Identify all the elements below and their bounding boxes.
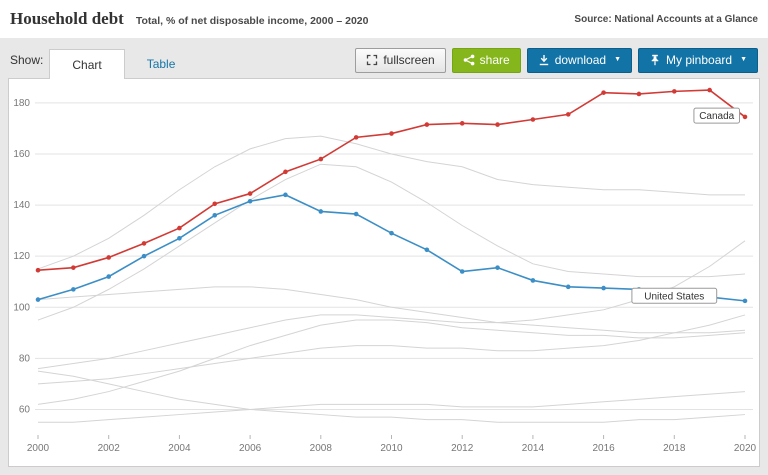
toolbar: Show: Chart Table fullscreen: [8, 46, 760, 79]
svg-text:2004: 2004: [168, 443, 191, 454]
tab-chart[interactable]: Chart: [49, 49, 125, 79]
chart-panel: 60 80 100 120 140 160 180 2000 2002 2004 2006 2008 2…: [8, 78, 760, 467]
svg-text:120: 120: [13, 251, 30, 262]
content-area: Show: Chart Table fullscreen: [0, 38, 768, 475]
svg-text:2012: 2012: [451, 443, 474, 454]
svg-text:2014: 2014: [522, 443, 545, 454]
household-debt-chart[interactable]: 60 80 100 120 140 160 180 2000 2002 2004 2006 2008 2…: [9, 79, 759, 465]
svg-text:2016: 2016: [592, 443, 615, 454]
download-label: download: [554, 53, 607, 67]
download-button[interactable]: download ▼: [526, 47, 633, 73]
pin-icon: [649, 54, 661, 66]
svg-text:United States: United States: [644, 291, 704, 302]
share-button[interactable]: share: [451, 47, 521, 73]
svg-text:100: 100: [13, 302, 30, 313]
page-subtitle: Total, % of net disposable income, 2000 …: [135, 15, 369, 27]
pinboard-button[interactable]: My pinboard ▼: [638, 47, 758, 73]
svg-text:2020: 2020: [734, 443, 757, 454]
svg-text:2006: 2006: [239, 443, 262, 454]
fullscreen-icon: [366, 54, 378, 66]
svg-text:140: 140: [13, 200, 30, 211]
svg-text:Canada: Canada: [699, 111, 734, 122]
show-label: Show:: [10, 53, 44, 67]
page-header: Household debt Total, % of net disposabl…: [0, 0, 768, 38]
source-label: Source: National Accounts at a Glance: [574, 13, 758, 25]
fullscreen-button[interactable]: fullscreen: [355, 47, 446, 73]
tab-table[interactable]: Table: [146, 57, 176, 71]
svg-text:160: 160: [13, 149, 30, 160]
svg-text:80: 80: [19, 353, 31, 364]
svg-text:2008: 2008: [310, 443, 333, 454]
share-icon: [463, 54, 475, 66]
pinboard-label: My pinboard: [666, 53, 733, 67]
download-icon: [538, 54, 550, 66]
page-title: Household debt: [10, 9, 124, 28]
svg-text:180: 180: [13, 98, 30, 109]
share-label: share: [479, 53, 510, 67]
toolbar-buttons: fullscreen share: [355, 47, 758, 73]
svg-text:2002: 2002: [98, 443, 121, 454]
svg-text:2018: 2018: [663, 443, 686, 454]
svg-text:2010: 2010: [380, 443, 403, 454]
svg-text:60: 60: [19, 404, 31, 415]
download-caret-icon: ▼: [614, 55, 622, 63]
svg-text:2000: 2000: [27, 443, 50, 454]
pinboard-caret-icon: ▼: [740, 55, 747, 63]
fullscreen-label: fullscreen: [383, 53, 435, 67]
view-tabs: Chart Table: [49, 49, 197, 79]
